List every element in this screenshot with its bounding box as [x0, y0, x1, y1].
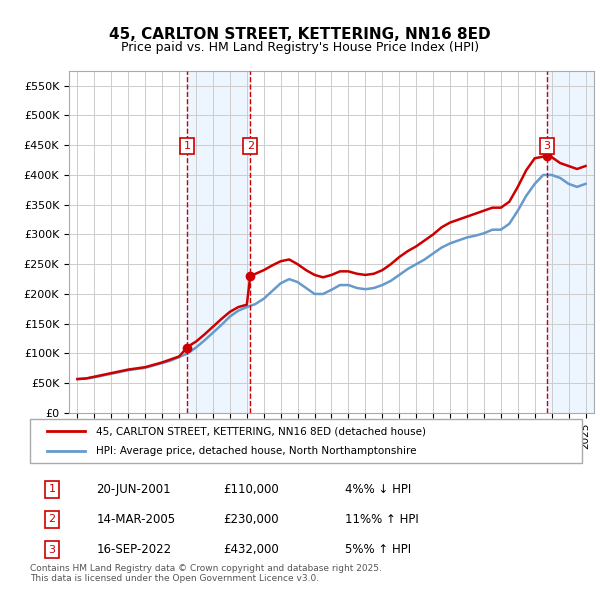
Text: 20-JUN-2001: 20-JUN-2001	[96, 483, 171, 496]
Text: 2: 2	[49, 514, 56, 525]
Text: 16-SEP-2022: 16-SEP-2022	[96, 543, 172, 556]
Text: Contains HM Land Registry data © Crown copyright and database right 2025.
This d: Contains HM Land Registry data © Crown c…	[30, 563, 382, 583]
Text: 45, CARLTON STREET, KETTERING, NN16 8ED (detached house): 45, CARLTON STREET, KETTERING, NN16 8ED …	[96, 427, 426, 436]
Text: 11%% ↑ HPI: 11%% ↑ HPI	[344, 513, 418, 526]
Text: 3: 3	[543, 141, 550, 151]
Text: Price paid vs. HM Land Registry's House Price Index (HPI): Price paid vs. HM Land Registry's House …	[121, 41, 479, 54]
Text: HPI: Average price, detached house, North Northamptonshire: HPI: Average price, detached house, Nort…	[96, 446, 417, 455]
Text: 5%% ↑ HPI: 5%% ↑ HPI	[344, 543, 411, 556]
Text: 1: 1	[184, 141, 191, 151]
Text: 1: 1	[49, 484, 56, 494]
Text: 14-MAR-2005: 14-MAR-2005	[96, 513, 175, 526]
Text: £110,000: £110,000	[223, 483, 279, 496]
Text: £432,000: £432,000	[223, 543, 279, 556]
Text: £230,000: £230,000	[223, 513, 279, 526]
Bar	[547, 71, 594, 413]
Text: 3: 3	[49, 545, 56, 555]
Text: 2: 2	[247, 141, 254, 151]
Text: 45, CARLTON STREET, KETTERING, NN16 8ED: 45, CARLTON STREET, KETTERING, NN16 8ED	[109, 27, 491, 41]
FancyBboxPatch shape	[30, 419, 582, 463]
Text: 4%% ↓ HPI: 4%% ↓ HPI	[344, 483, 411, 496]
Bar	[187, 71, 250, 413]
